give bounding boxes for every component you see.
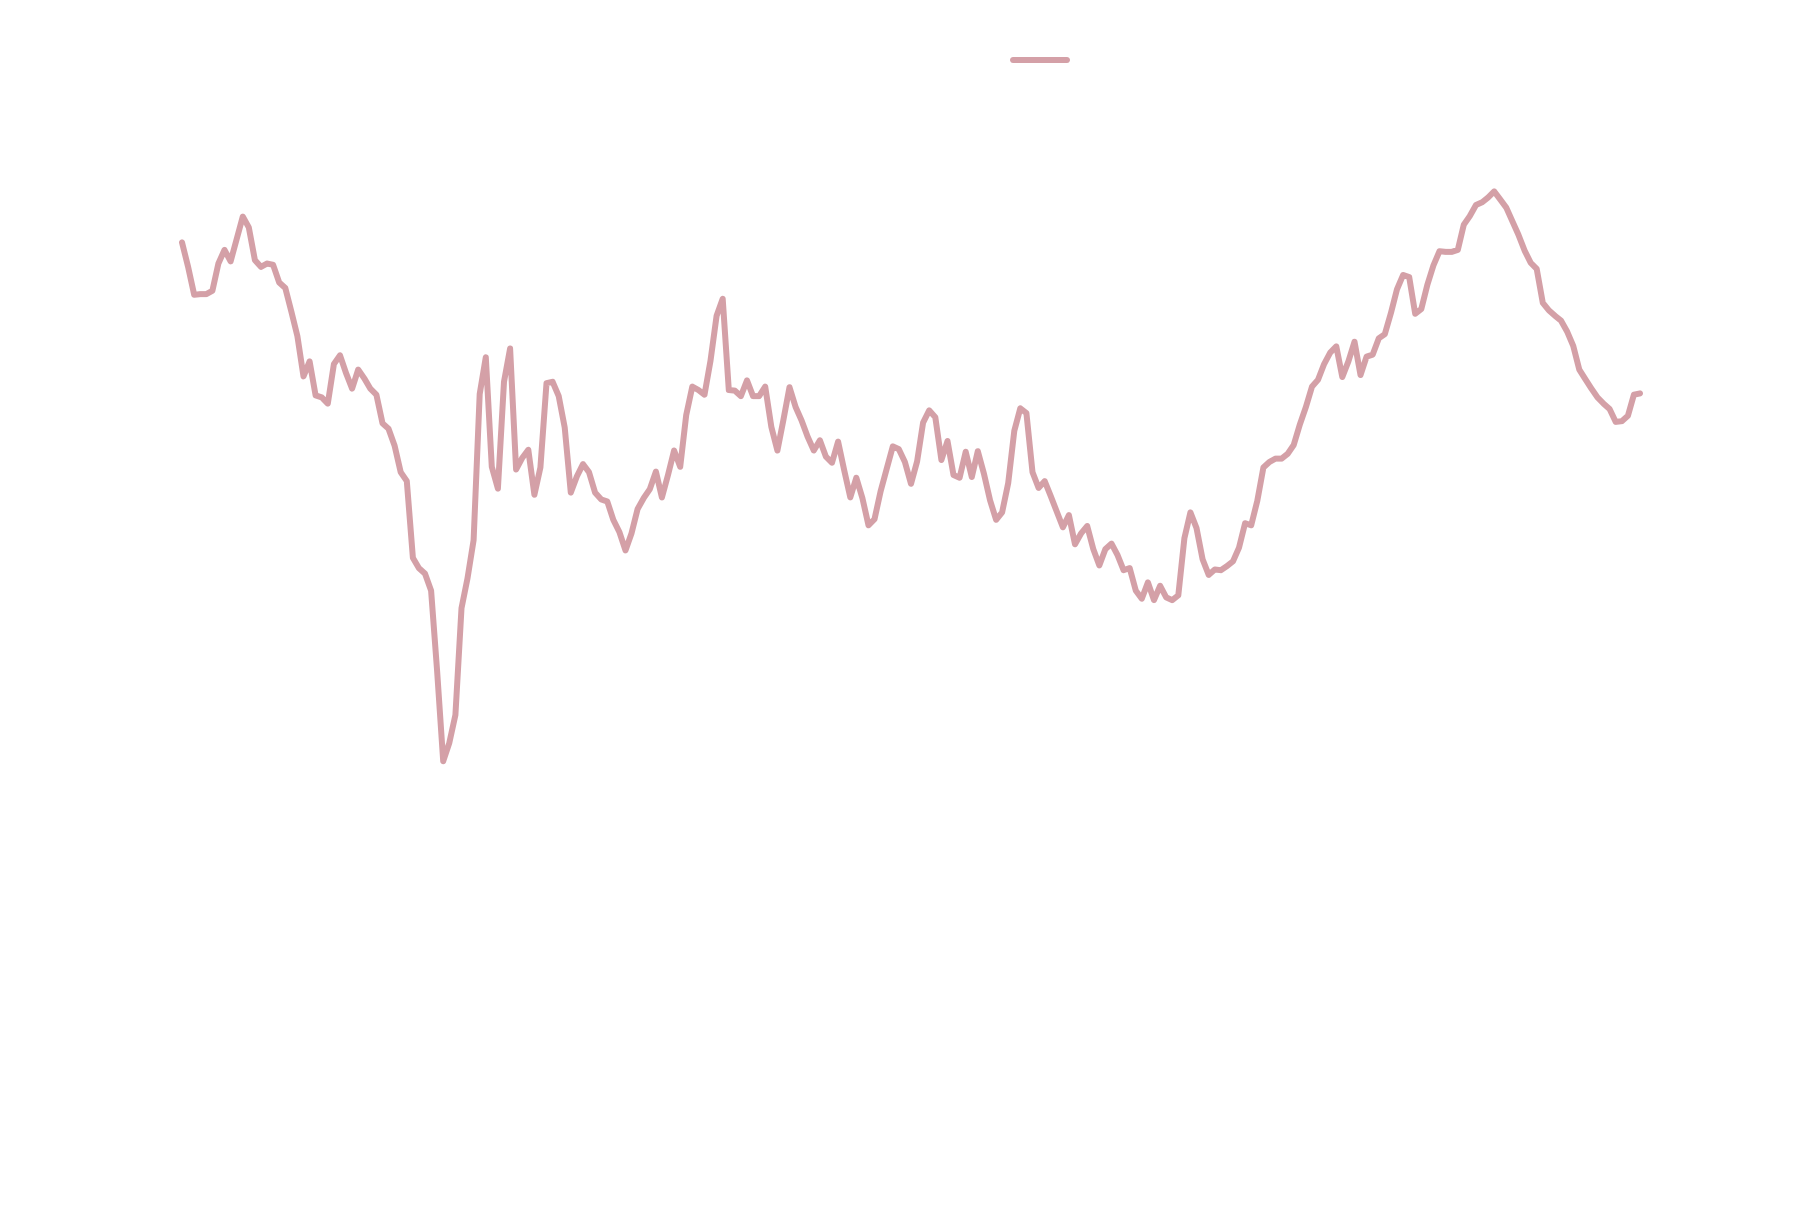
series-layer <box>179 188 1643 765</box>
series-line-0 <box>179 188 1643 765</box>
